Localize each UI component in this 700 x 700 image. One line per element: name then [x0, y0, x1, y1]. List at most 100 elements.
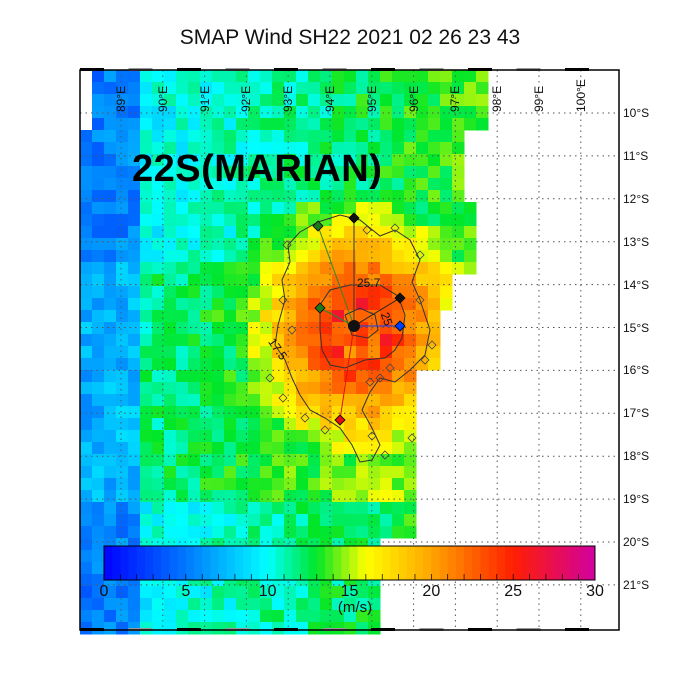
- wind-cell: [272, 514, 285, 527]
- wind-cell: [284, 310, 297, 323]
- wind-cell: [128, 130, 141, 143]
- wind-cell: [476, 106, 489, 119]
- wind-cell: [212, 382, 225, 395]
- wind-cell: [188, 502, 201, 515]
- wind-cell: [92, 406, 105, 419]
- wind-cell: [128, 418, 141, 431]
- wind-cell: [344, 466, 357, 479]
- wind-cell: [368, 118, 381, 131]
- wind-cell: [464, 82, 477, 95]
- wind-cell: [248, 502, 261, 515]
- wind-cell: [392, 394, 405, 407]
- wind-cell: [176, 586, 189, 599]
- wind-cell: [272, 526, 285, 539]
- wind-cell: [296, 334, 309, 347]
- map-frame: [79, 69, 620, 631]
- colorbar-segment: [439, 546, 449, 580]
- wind-cell: [284, 586, 297, 599]
- wind-cell: [368, 190, 381, 203]
- wind-cell: [296, 190, 309, 203]
- wind-cell: [212, 106, 225, 119]
- wind-cell: [176, 502, 189, 515]
- wind-cell: [476, 70, 489, 83]
- wind-cell: [368, 358, 381, 371]
- wind-cell: [224, 358, 237, 371]
- wind-cell: [332, 178, 345, 191]
- wind-cell: [296, 250, 309, 263]
- wind-cell: [368, 274, 381, 287]
- wind-cell: [80, 550, 93, 563]
- wind-cell: [464, 214, 477, 227]
- wind-cell: [272, 142, 285, 155]
- wind-cell: [116, 490, 129, 503]
- marker-diamond: [312, 220, 324, 232]
- wind-cell: [368, 406, 381, 419]
- wind-cell: [236, 94, 249, 107]
- wind-cell: [224, 226, 237, 239]
- wind-cell: [296, 382, 309, 395]
- wind-cell: [356, 610, 369, 623]
- wind-cell: [248, 262, 261, 275]
- outline-diamond: [385, 363, 395, 373]
- wind-cell: [104, 70, 117, 83]
- wind-cell: [236, 190, 249, 203]
- wind-cell: [248, 406, 261, 419]
- wind-cell: [212, 298, 225, 311]
- wind-cell: [296, 70, 309, 83]
- wind-cell: [248, 622, 261, 635]
- wind-cell: [140, 322, 153, 335]
- lat-label: 20°S: [623, 535, 650, 549]
- wind-cell: [440, 70, 453, 83]
- wind-cell: [212, 622, 225, 635]
- wind-cell: [308, 118, 321, 131]
- wind-cell: [164, 430, 177, 443]
- wind-cell: [128, 106, 141, 119]
- wind-cell: [176, 202, 189, 215]
- wind-cell: [308, 142, 321, 155]
- wind-cell: [320, 526, 333, 539]
- wind-cell: [344, 286, 357, 299]
- wind-cell: [164, 358, 177, 371]
- wind-cell: [92, 562, 105, 575]
- wind-cell: [188, 274, 201, 287]
- wind-cell: [164, 154, 177, 167]
- colorbar-tick-label: 0: [99, 583, 109, 600]
- wind-cell: [404, 382, 417, 395]
- lon-label: 92°E: [239, 85, 254, 112]
- wind-cell: [212, 250, 225, 263]
- wind-cell: [440, 214, 453, 227]
- wind-cell: [176, 226, 189, 239]
- wind-cell: [128, 262, 141, 275]
- wind-cell: [80, 586, 93, 599]
- wind-cell: [284, 154, 297, 167]
- wind-cell: [104, 418, 117, 431]
- lon-label: 94°E: [323, 85, 337, 112]
- wind-cell: [152, 514, 165, 527]
- wind-cell: [236, 238, 249, 251]
- wind-cell: [368, 154, 381, 167]
- wind-cell: [92, 238, 105, 251]
- colorbar-segment: [259, 546, 269, 580]
- wind-cell: [116, 454, 129, 467]
- wind-cell: [356, 178, 369, 191]
- outline-diamond: [390, 223, 400, 233]
- wind-cell: [164, 394, 177, 407]
- wind-cell: [200, 190, 213, 203]
- wind-cell: [128, 406, 141, 419]
- wind-cell: [320, 370, 333, 383]
- wind-cell: [356, 358, 369, 371]
- wind-cell: [116, 106, 129, 119]
- wind-cell: [392, 202, 405, 215]
- wind-cell: [476, 82, 489, 95]
- wind-cell: [284, 514, 297, 527]
- wind-cell: [188, 406, 201, 419]
- wind-cell: [128, 190, 141, 203]
- wind-cell: [428, 226, 441, 239]
- wind-cell: [140, 310, 153, 323]
- wind-cell: [92, 430, 105, 443]
- wind-cell: [380, 94, 393, 107]
- lat-label: 11°S: [623, 148, 649, 163]
- wind-cell: [200, 142, 213, 155]
- wind-cell: [152, 250, 165, 263]
- wind-cell: [332, 466, 345, 479]
